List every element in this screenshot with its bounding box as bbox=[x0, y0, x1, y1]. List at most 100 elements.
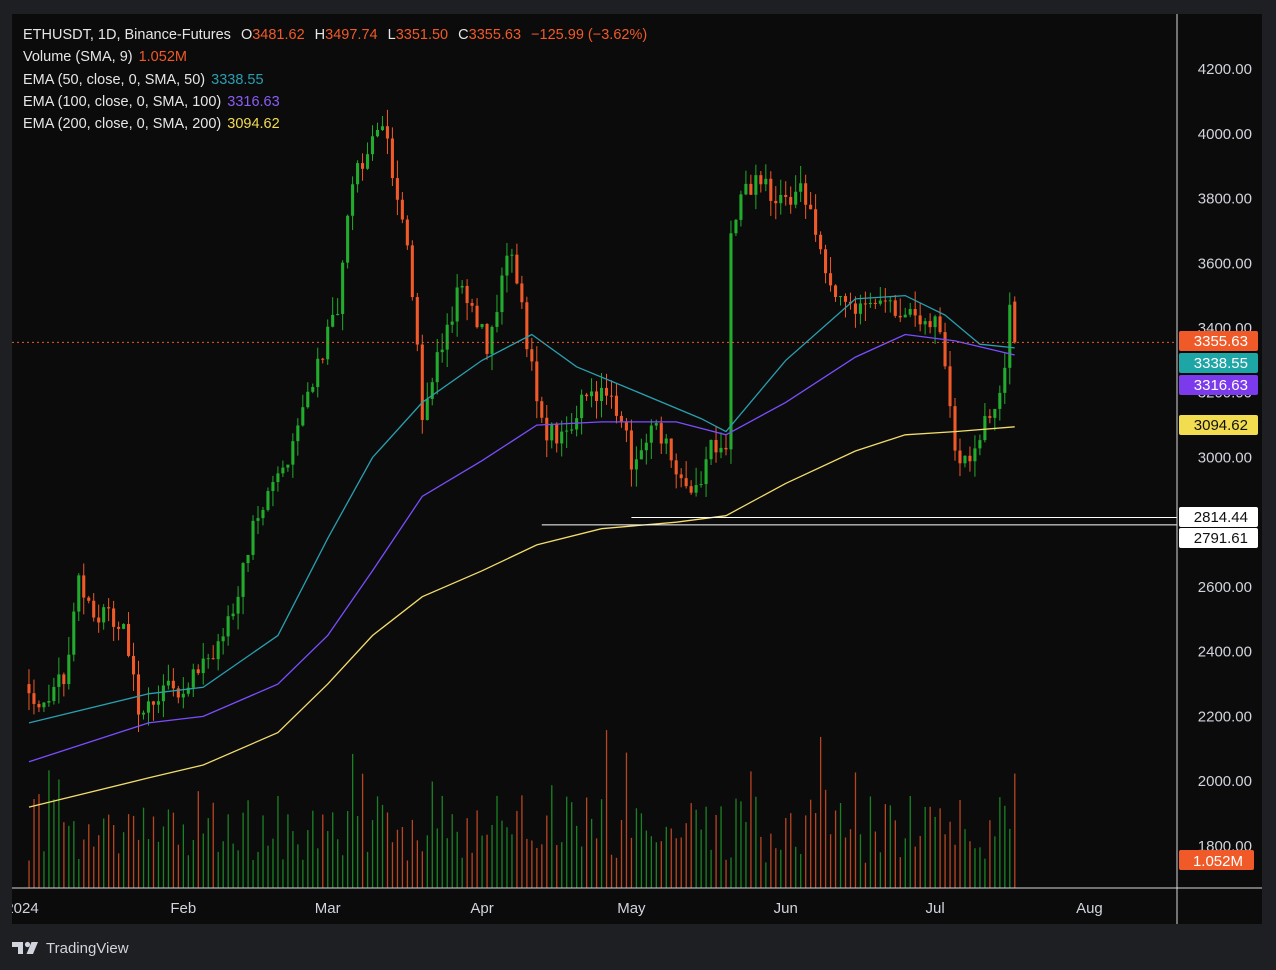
volume-bar bbox=[785, 817, 787, 888]
volume-bar bbox=[332, 812, 334, 888]
symbol-name[interactable]: ETHUSDT, 1D, Binance-Futures bbox=[23, 27, 231, 43]
volume-bar bbox=[167, 809, 170, 888]
candle-body bbox=[480, 323, 484, 328]
candle-body bbox=[525, 302, 529, 350]
volume-bar bbox=[232, 843, 234, 888]
chart-panel[interactable]: 1800.002000.002200.002400.002600.002800.… bbox=[12, 14, 1262, 924]
volume-bar bbox=[1009, 828, 1011, 888]
volume-bar bbox=[58, 779, 60, 888]
candle-body bbox=[824, 249, 828, 274]
legend-volume-row[interactable]: Volume (SMA, 9) 1.052M bbox=[23, 46, 647, 68]
volume-bar bbox=[272, 838, 274, 888]
candle-body bbox=[37, 703, 41, 708]
candle-body bbox=[565, 430, 569, 432]
candle-body bbox=[594, 391, 599, 402]
price-badge: 2814.44 bbox=[1179, 507, 1258, 527]
volume-bar bbox=[356, 816, 359, 888]
candle-body bbox=[67, 654, 71, 685]
candle-body bbox=[958, 450, 962, 464]
candle-body bbox=[679, 474, 683, 479]
volume-bar bbox=[391, 842, 394, 888]
candle-body bbox=[271, 482, 275, 492]
volume-bar bbox=[974, 848, 976, 888]
volume-bar bbox=[536, 848, 538, 888]
y-tick-label: 3600.00 bbox=[1198, 255, 1252, 272]
candle-body bbox=[664, 438, 668, 444]
candle-body bbox=[57, 674, 61, 687]
price-badge: 3355.63 bbox=[1179, 331, 1258, 351]
volume-bar bbox=[859, 834, 862, 888]
x-tick-label: May bbox=[617, 900, 646, 917]
candle-body bbox=[590, 391, 594, 397]
candle-body bbox=[799, 183, 803, 192]
volume-bar bbox=[790, 813, 792, 888]
y-tick-label: 2000.00 bbox=[1198, 773, 1252, 790]
candle-body bbox=[868, 302, 872, 305]
volume-bar bbox=[800, 854, 802, 888]
candle-body bbox=[156, 701, 160, 705]
candle-body bbox=[704, 459, 708, 485]
volume-bar bbox=[576, 825, 578, 888]
volume-bar bbox=[297, 844, 299, 888]
volume-bar bbox=[690, 803, 692, 888]
candle-body bbox=[450, 321, 454, 325]
price-chart[interactable]: 1800.002000.002200.002400.002600.002800.… bbox=[12, 14, 1262, 924]
volume-bar bbox=[904, 838, 906, 888]
candle-body bbox=[306, 391, 310, 408]
volume-bar bbox=[556, 845, 558, 888]
candle-body bbox=[27, 684, 31, 694]
price-badge-bg bbox=[1179, 507, 1258, 527]
volume-bar bbox=[182, 824, 185, 888]
candle-body bbox=[973, 448, 977, 462]
volume-bar bbox=[919, 835, 921, 888]
candle-body bbox=[485, 323, 489, 354]
candle-body bbox=[226, 616, 230, 637]
candle-body bbox=[983, 416, 987, 441]
legend-ema200-row[interactable]: EMA (200, close, 0, SMA, 200) 3094.62 bbox=[23, 113, 647, 135]
candle-body bbox=[500, 275, 504, 313]
open-value: 3481.62 bbox=[252, 27, 305, 43]
candle-body bbox=[311, 386, 315, 392]
volume-bar bbox=[227, 814, 229, 888]
candle-body bbox=[604, 387, 609, 396]
x-tick-label: Feb bbox=[170, 900, 196, 917]
candle-body bbox=[998, 392, 1002, 409]
candle-body bbox=[151, 701, 155, 705]
low-value: 3351.50 bbox=[395, 27, 449, 43]
legend-ema100-row[interactable]: EMA (100, close, 0, SMA, 100) 3316.63 bbox=[23, 91, 647, 113]
volume-bar bbox=[282, 859, 284, 888]
candle-body bbox=[341, 262, 345, 314]
candle-body bbox=[634, 459, 638, 470]
volume-bar bbox=[750, 771, 752, 888]
open-label: O bbox=[240, 27, 253, 43]
volume-bar bbox=[371, 820, 374, 888]
volume-bar bbox=[720, 806, 722, 888]
candle-body bbox=[390, 138, 394, 179]
volume-bar bbox=[660, 841, 662, 888]
volume-bar bbox=[725, 859, 727, 888]
volume-bar bbox=[267, 845, 269, 888]
x-tick-label: 2024 bbox=[12, 900, 39, 917]
candle-body bbox=[326, 326, 330, 360]
candle-body bbox=[978, 440, 982, 449]
candle-body bbox=[614, 395, 619, 416]
candle-body bbox=[684, 478, 688, 487]
volume-bar bbox=[884, 804, 887, 888]
volume-bar bbox=[277, 795, 279, 888]
candle-body bbox=[107, 607, 111, 609]
tradingview-branding[interactable]: TradingView bbox=[12, 936, 129, 960]
volume-bar bbox=[760, 836, 762, 888]
volume-bar bbox=[481, 835, 483, 888]
candle-body bbox=[729, 233, 733, 450]
candle-body bbox=[370, 136, 375, 155]
volume-value: 1.052M bbox=[138, 49, 187, 66]
volume-bar bbox=[337, 839, 339, 888]
candle-body bbox=[171, 680, 175, 689]
candle-body bbox=[42, 702, 46, 708]
candle-body bbox=[948, 366, 952, 407]
legend-ema50-row[interactable]: EMA (50, close, 0, SMA, 50) 3338.55 bbox=[23, 69, 647, 91]
volume-bar bbox=[421, 851, 423, 888]
candle-body bbox=[764, 178, 768, 185]
volume-bar bbox=[546, 815, 548, 888]
volume-bar bbox=[287, 814, 289, 888]
